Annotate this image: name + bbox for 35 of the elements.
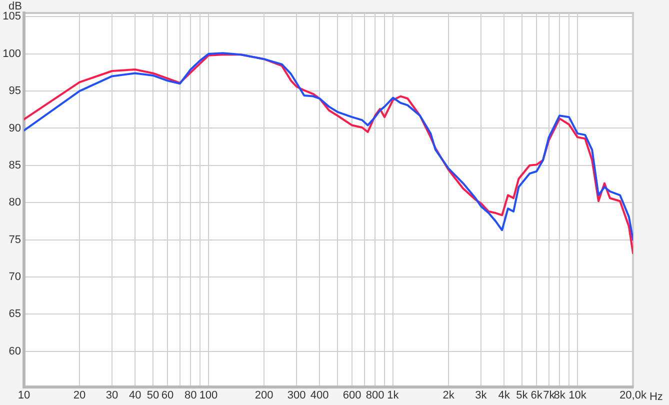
y-tick-label: 100 — [2, 48, 21, 60]
x-tick-label: 10 — [18, 390, 30, 402]
x-tick-label: 5k — [516, 390, 528, 402]
x-tick-label: 10k — [568, 390, 587, 402]
x-tick-label: 20,0k — [620, 390, 647, 402]
y-tick-label: 80 — [8, 196, 21, 209]
x-tick-label: 20 — [73, 390, 86, 402]
x-tick-label: 800 — [366, 390, 384, 402]
y-tick-label: 70 — [8, 270, 21, 283]
x-tick-label: 1k — [387, 390, 400, 402]
x-tick-label: 7k — [543, 390, 556, 402]
x-tick-label: 300 — [287, 390, 306, 402]
x-tick-label: 3k — [475, 390, 488, 402]
y-axis-title: dB — [8, 0, 22, 13]
x-tick-label: 8k — [554, 390, 566, 402]
x-tick-label: 80 — [184, 390, 197, 402]
y-tick-label: 85 — [8, 159, 21, 172]
x-tick-label: 50 — [146, 390, 160, 402]
x-tick-label: 400 — [310, 390, 329, 402]
x-tick-label: 6k — [530, 390, 543, 402]
y-tick-label: 65 — [8, 308, 21, 320]
x-tick-label: 600 — [342, 390, 362, 402]
x-tick-label: 40 — [128, 390, 142, 402]
x-axis-title: Hz — [649, 391, 663, 404]
y-tick-label: 105 — [2, 10, 21, 23]
y-tick-label: 95 — [8, 85, 21, 98]
x-tick-label: 4k — [498, 390, 510, 402]
x-tick-label: 60 — [161, 390, 174, 402]
x-tick-label: 2k — [442, 390, 455, 402]
x-tick-label: 200 — [254, 390, 274, 402]
y-tick-label: 60 — [8, 345, 21, 358]
y-tick-label: 90 — [8, 122, 21, 134]
x-tick-label: 30 — [106, 390, 118, 402]
y-tick-label: 75 — [8, 234, 21, 246]
x-tick-label: 100 — [199, 390, 218, 402]
